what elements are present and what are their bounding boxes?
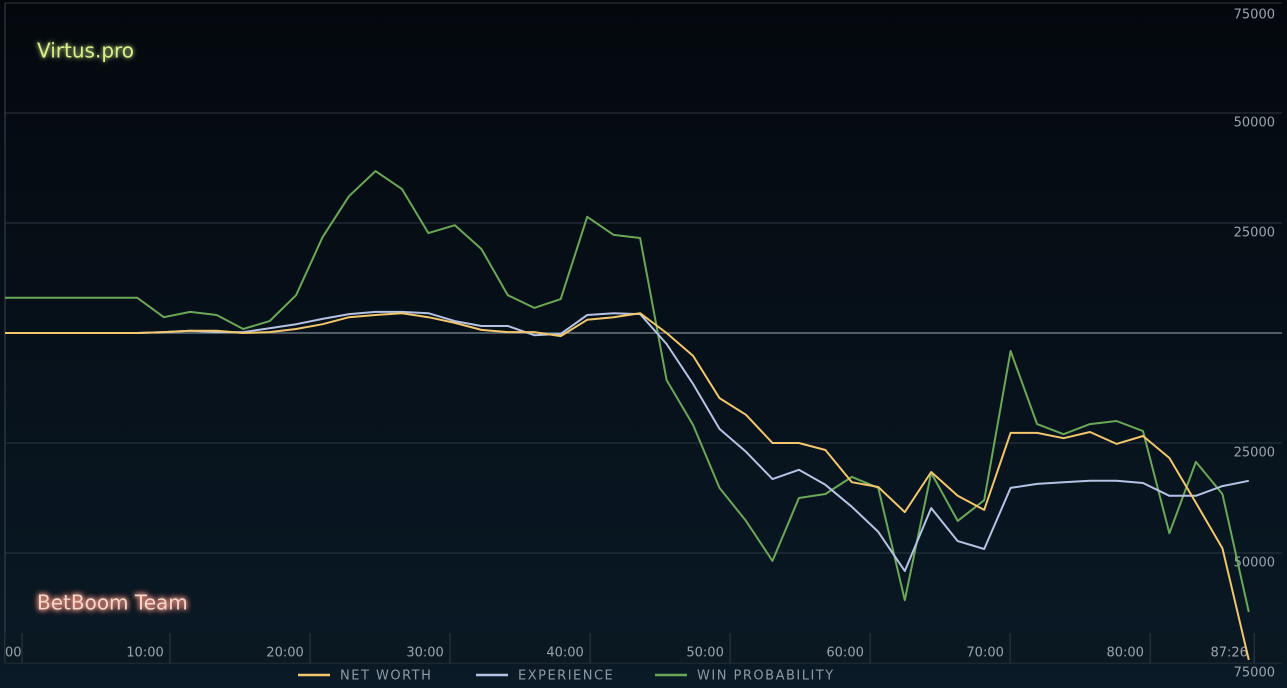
series-line (5, 312, 1250, 661)
x-tick-label: 10:00 (126, 646, 163, 661)
legend-label: NET WORTH (340, 669, 432, 684)
x-tick-label: 80:00 (1106, 646, 1143, 661)
series-line (5, 170, 1250, 613)
series-line (5, 310, 1249, 572)
x-tick-label: 00 (5, 646, 22, 661)
x-tick-label: 50:00 (686, 646, 723, 661)
x-tick-label: 87:26 (1210, 646, 1247, 661)
x-tick-label: 60:00 (826, 646, 863, 661)
y-tick-label: 75000 (1234, 666, 1275, 681)
y-tick-label: 50000 (1234, 556, 1275, 571)
x-tick-label: 70:00 (966, 646, 1003, 661)
legend-label: EXPERIENCE (518, 669, 614, 684)
x-axis-band (5, 633, 1282, 663)
x-tick-label: 20:00 (266, 646, 303, 661)
x-tick-label: 30:00 (406, 646, 443, 661)
x-tick-label: 40:00 (546, 646, 583, 661)
bottom-team-label: BetBoom Team (37, 591, 188, 615)
top-team-label: Virtus.pro (37, 39, 134, 63)
legend-label: WIN PROBABILITY (697, 669, 835, 684)
y-tick-label: 25000 (1234, 226, 1275, 241)
y-tick-label: 25000 (1234, 446, 1275, 461)
y-tick-label: 75000 (1234, 8, 1275, 23)
y-tick-label: 50000 (1234, 116, 1275, 131)
